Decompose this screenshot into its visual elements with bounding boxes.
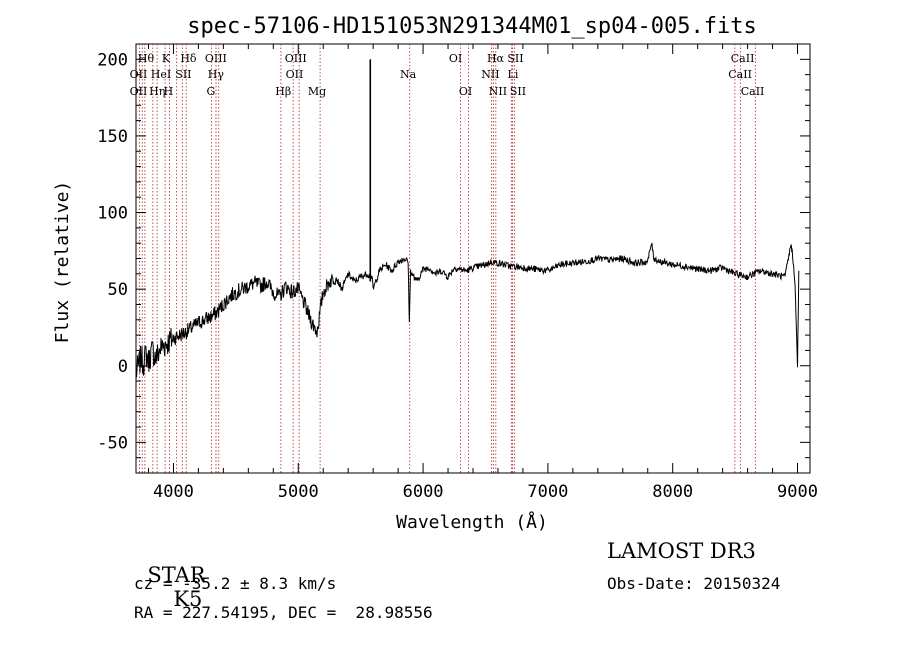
spectral-line-label: Li	[508, 68, 519, 81]
x-axis-label: Wavelength (Å)	[396, 511, 548, 533]
cz-label: cz = -35.2 ± 8.3 km/s	[134, 574, 337, 593]
spectral-line-label: SII	[175, 68, 191, 81]
spectral-line-label: OI	[449, 52, 462, 65]
spectral-line-label: Hα	[487, 52, 505, 65]
y-tick-label: 100	[97, 204, 128, 224]
spectral-line-markers	[138, 44, 756, 473]
subclass-label: K5	[173, 587, 203, 611]
class-label: STAR	[147, 563, 206, 587]
y-tick-label: 200	[97, 50, 128, 70]
spectral-line-label: Mg	[308, 85, 326, 98]
x-tick-label: 4000	[153, 482, 194, 502]
spectral-line-label: OI	[459, 85, 472, 98]
x-tick-label: 6000	[403, 482, 444, 502]
spectral-line-label: NII	[489, 85, 507, 98]
spectral-line-label: Na	[400, 68, 417, 81]
spectral-line-label: SII	[507, 52, 523, 65]
chart-title: spec-57106-HD151053N291344M01_sp04-005.f…	[187, 14, 757, 39]
spectral-line-label: Hθ	[138, 52, 155, 65]
survey-label: LAMOST DR3	[607, 539, 756, 563]
spectral-line-label: Hγ	[208, 68, 225, 81]
spectral-line-label: H	[164, 85, 174, 98]
spectral-line-label: Hδ	[180, 52, 197, 65]
spectral-line-label: CaII	[728, 68, 752, 81]
spectral-line-label: Hη	[149, 85, 165, 98]
x-tick-label: 8000	[652, 482, 693, 502]
spectral-line-label: G	[206, 85, 215, 98]
spectrum-line	[135, 242, 800, 378]
spectral-line-label: OIII	[205, 52, 227, 65]
y-tick-label: 50	[108, 280, 128, 300]
spectral-line-label: CaII	[731, 52, 755, 65]
plot-frame	[135, 43, 811, 474]
object-class: STAR K5	[134, 539, 206, 611]
spectral-line-label: OII	[130, 85, 148, 98]
y-tick-label: -50	[97, 433, 128, 453]
spectral-line-label: NII	[481, 68, 499, 81]
y-tick-label: 0	[118, 357, 128, 377]
y-tick-label: 150	[97, 127, 128, 147]
spectral-line-label: K	[162, 52, 171, 65]
y-axis-label: Flux (relative)	[52, 181, 73, 344]
spectral-line-label: OIII	[285, 52, 307, 65]
axis-ticks: 4000 5000 6000 7000 8000 9000 -50 0 50 100 150 200	[97, 44, 818, 502]
spectral-line-label: HeI	[151, 68, 171, 81]
x-tick-label: 9000	[777, 482, 818, 502]
x-tick-label: 7000	[527, 482, 568, 502]
spectral-line-label: SII	[510, 85, 526, 98]
spectral-line-label: CaII	[741, 85, 765, 98]
obs-date-label: Obs-Date: 20150324	[607, 574, 781, 593]
radec-label: RA = 227.54195, DEC = 28.98556	[134, 603, 433, 622]
spectral-line-label: OII	[286, 68, 304, 81]
spectral-line-label: Hβ	[275, 85, 291, 98]
plot-border	[135, 43, 811, 474]
x-tick-label: 5000	[278, 482, 319, 502]
